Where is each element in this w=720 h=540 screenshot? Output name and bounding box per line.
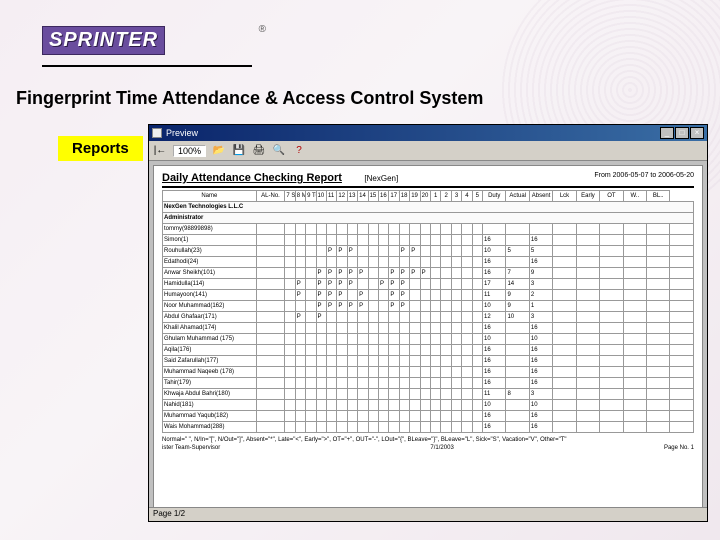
table-row: Abdul Ghafaar(171)PP12103 xyxy=(163,312,694,323)
col-header: Lck xyxy=(553,191,576,202)
col-header: 13 Sa xyxy=(347,191,357,202)
attendance-table: NameAL-No.7 Su8 Mo9 Tu10 We11 Th12 Fr13 … xyxy=(162,190,694,433)
toolbar: |← 100% 📂 💾 🖨 🔍 ? xyxy=(149,141,707,161)
section-row: NexGen Technologies L.L.C xyxy=(163,202,694,213)
open-icon[interactable]: 📂 xyxy=(212,144,226,158)
window-titlebar: Preview _ □ × xyxy=(149,125,707,141)
col-header: 11 Th xyxy=(326,191,336,202)
first-page-icon[interactable]: |← xyxy=(153,144,167,158)
table-row: Noor Muhammad(162)PPPPPPP1091 xyxy=(163,301,694,312)
col-header: 17 We xyxy=(389,191,399,202)
brand-logo: SPRINTER ® xyxy=(42,26,252,67)
preview-window: Preview _ □ × |← 100% 📂 💾 🖨 🔍 ? Daily At… xyxy=(148,124,708,522)
col-header: OT xyxy=(600,191,623,202)
table-row: Hamidulla(114)PPPPPPPP17143 xyxy=(163,279,694,290)
table-row: Edathodi(24)1616 xyxy=(163,257,694,268)
table-row: tommy(98899898) xyxy=(163,224,694,235)
col-header: 3 xyxy=(451,191,461,202)
footer-mid: 7/1/2003 xyxy=(430,445,453,451)
col-header: BL.. xyxy=(647,191,670,202)
save-icon[interactable]: 💾 xyxy=(232,144,246,158)
table-row: Wais Mohammad(288)1616 xyxy=(163,422,694,433)
group-row: Administrator xyxy=(163,213,694,224)
table-row: Khwaja Abdul Bahri(180)1183 xyxy=(163,389,694,400)
footer-left: ister Team-Supervisor xyxy=(162,445,220,451)
legend: Normal=" ", N/In="[", N/Out="]", Absent=… xyxy=(162,437,694,443)
find-icon[interactable]: 🔍 xyxy=(272,144,286,158)
window-title: Preview xyxy=(166,128,198,138)
table-row: Muhammad Naqeeb (178)1616 xyxy=(163,367,694,378)
logo-underline xyxy=(42,65,252,67)
table-row: Humayoon(141)PPPPPPP1192 xyxy=(163,290,694,301)
window-icon xyxy=(152,128,162,138)
col-header: 12 Fr xyxy=(337,191,347,202)
col-header: Actual xyxy=(506,191,529,202)
maximize-button[interactable]: □ xyxy=(675,127,689,139)
col-header: 5 xyxy=(472,191,482,202)
report-subtitle: [NexGen] xyxy=(364,174,398,183)
registered-mark: ® xyxy=(259,24,266,35)
col-header: 19 Fr xyxy=(410,191,420,202)
col-header: 1 xyxy=(431,191,441,202)
col-header: W.. xyxy=(623,191,646,202)
col-header: 20 Sa xyxy=(420,191,430,202)
table-row: Anwar Sheikh(101)PPPPPPPPP1679 xyxy=(163,268,694,279)
report-page: Daily Attendance Checking Report [NexGen… xyxy=(153,165,703,511)
close-button[interactable]: × xyxy=(690,127,704,139)
col-header: 16 Tu xyxy=(378,191,388,202)
table-row: Said Zafarullah(177)1616 xyxy=(163,356,694,367)
zoom-select[interactable]: 100% xyxy=(173,145,206,157)
page-indicator: Page 1/2 xyxy=(153,509,185,518)
status-bar: Page 1/2 xyxy=(149,507,707,521)
col-header: Early xyxy=(576,191,599,202)
col-header: 10 We xyxy=(316,191,326,202)
reports-label: Reports xyxy=(58,136,143,161)
col-header: Duty xyxy=(483,191,506,202)
col-header: 18 Th xyxy=(399,191,409,202)
minimize-button[interactable]: _ xyxy=(660,127,674,139)
table-row: Tahir(179)1616 xyxy=(163,378,694,389)
table-row: Ghulam Muhammad (175)1010 xyxy=(163,334,694,345)
col-header: Absent xyxy=(529,191,552,202)
table-row: Rouhullah(23)PPPPP1055 xyxy=(163,246,694,257)
report-footer: ister Team-Supervisor 7/1/2003 Page No. … xyxy=(162,445,694,451)
table-row: Muhammad Yaqub(182)1616 xyxy=(163,411,694,422)
table-row: Aqila(176)1616 xyxy=(163,345,694,356)
col-header: 7 Su xyxy=(285,191,295,202)
col-header: 4 xyxy=(462,191,472,202)
report-date-range: From 2006-05-07 to 2006-05-20 xyxy=(594,172,694,179)
table-row: Khalil Ahamad(174)1616 xyxy=(163,323,694,334)
footer-right: Page No. 1 xyxy=(664,445,694,451)
table-row: Simon(1)1616 xyxy=(163,235,694,246)
col-header: AL-No. xyxy=(256,191,285,202)
col-header: 2 xyxy=(441,191,451,202)
col-header: 8 Mo xyxy=(295,191,305,202)
col-header: Name xyxy=(163,191,257,202)
col-header: 14 Su xyxy=(358,191,368,202)
help-icon[interactable]: ? xyxy=(292,144,306,158)
table-row: Nahid(181)1010 xyxy=(163,400,694,411)
col-header: 9 Tu xyxy=(306,191,316,202)
report-title: Daily Attendance Checking Report xyxy=(162,172,342,184)
print-icon[interactable]: 🖨 xyxy=(252,144,266,158)
brand-name: SPRINTER xyxy=(42,26,165,55)
page-title: Fingerprint Time Attendance & Access Con… xyxy=(16,88,483,109)
col-header: 15 Mo xyxy=(368,191,378,202)
